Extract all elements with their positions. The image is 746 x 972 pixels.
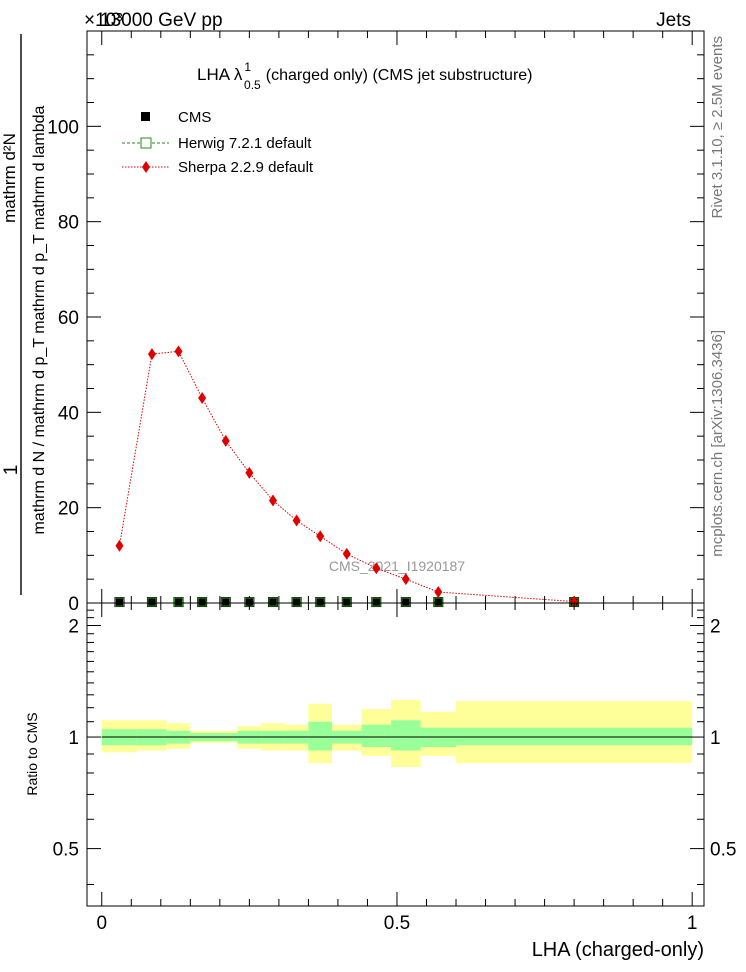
main-y-tick-label: 100: [47, 117, 79, 138]
sherpa-point: [570, 595, 579, 608]
cms-point: [291, 597, 302, 608]
herwig-point: [221, 597, 231, 607]
sherpa-point: [174, 345, 183, 358]
y-label-one: 1: [1, 465, 22, 476]
herwig-point: [114, 597, 124, 607]
legend-sherpa-label: Sherpa 2.2.9 default: [178, 159, 314, 176]
x-tick-label: 0: [96, 913, 107, 934]
herwig-point: [315, 597, 325, 607]
main-y-tick-labels: 0 20 40 60 80 100: [47, 117, 79, 615]
sherpa-point: [372, 562, 381, 575]
cms-point: [267, 597, 278, 608]
x-axis-label: LHA (charged-only): [532, 939, 704, 961]
legend-herwig-marker: [140, 137, 152, 149]
herwig-point: [268, 597, 278, 607]
sherpa-point: [245, 466, 254, 479]
y-label-numerator: mathrm d²N: [0, 133, 19, 223]
mcplots-label: mcplots.cern.ch [arXiv:1306.3436]: [709, 330, 726, 557]
sherpa-point: [342, 547, 351, 560]
cms-point: [400, 597, 411, 608]
main-y-label: 1 mathrm d²N mathrm d N / mathrm d p_T m…: [0, 34, 48, 595]
cms-point: [341, 597, 352, 608]
ratio-y-tick-label: 1: [68, 728, 79, 749]
sherpa-point: [401, 573, 410, 586]
ratio-y-tick-label: 2: [68, 616, 79, 637]
ratio-y-tick-label-right: 0.5: [710, 840, 736, 861]
chart-title-rest: (charged only) (CMS jet substructure): [266, 67, 533, 84]
sherpa-point: [147, 348, 156, 361]
sherpa-point: [268, 494, 277, 507]
ratio-bands: [101, 699, 693, 768]
x-tick-label: 1: [687, 913, 698, 934]
sherpa-point: [221, 434, 230, 447]
x-tick-label: 0.5: [384, 913, 410, 934]
main-series: [114, 345, 580, 608]
legend-sherpa-marker: [142, 161, 150, 173]
sherpa-point: [198, 392, 207, 405]
herwig-point: [342, 597, 352, 607]
herwig-point: [197, 597, 207, 607]
main-y-tick-label: 0: [68, 594, 79, 615]
herwig-point: [292, 597, 302, 607]
cms-point: [197, 597, 208, 608]
chart-title: LHA λ 1 0.5 (charged only) (CMS jet substru…: [197, 60, 533, 92]
sherpa-point: [115, 539, 124, 552]
chart-title-sub: 0.5: [244, 78, 261, 92]
ratio-panel: 0.5 0.51 12 2 0 0.5 1 Ratio to CMS LHA (charg…: [24, 602, 737, 961]
y-exponent: ×10³: [84, 10, 123, 31]
legend-cms-label: CMS: [178, 109, 211, 126]
ratio-y-tick-label-right: 1: [710, 728, 721, 749]
ratio-band-inner: [456, 727, 693, 746]
main-y-tick-label: 40: [58, 403, 79, 424]
ratio-axis-ticks: [87, 603, 704, 906]
ratio-y-label: Ratio to CMS: [24, 712, 40, 795]
ratio-band-inner: [361, 724, 392, 748]
cms-point: [371, 597, 382, 608]
ratio-y-tick-label-right: 2: [710, 616, 721, 637]
cms-point: [173, 597, 184, 608]
herwig-point: [371, 597, 381, 607]
header-left: 13000 GeV pp: [100, 10, 223, 31]
main-y-tick-label: 60: [58, 308, 79, 329]
legend-herwig-label: Herwig 7.2.1 default: [178, 135, 312, 152]
ratio-band-inner: [391, 720, 421, 751]
ratio-y-tick-label: 0.5: [53, 840, 79, 861]
main-y-tick-label: 20: [58, 499, 79, 520]
legend: CMS Herwig 7.2.1 default Sherpa 2.2.9 de…: [122, 109, 314, 176]
main-y-tick-label: 80: [58, 213, 79, 234]
sherpa-point: [434, 586, 443, 599]
legend-cms-marker: [141, 112, 150, 121]
chart-title-sup: 1: [244, 60, 251, 74]
ratio-band-inner: [308, 721, 333, 751]
herwig-point: [401, 597, 411, 607]
header-right: Jets: [656, 10, 691, 31]
chart-title-main: LHA λ: [197, 65, 243, 84]
sherpa-point: [316, 530, 325, 543]
y-label-denominator: mathrm d N / mathrm d p_T mathrm d p_T m…: [31, 105, 48, 534]
cms-point: [244, 597, 255, 608]
cms-point: [433, 597, 444, 608]
ratio-y-tick-labels: 0.5 0.5 1 1 2 2: [53, 616, 737, 860]
cms-point: [220, 597, 231, 608]
cms-point: [315, 597, 326, 608]
cms-point: [114, 597, 125, 608]
herwig-point: [174, 597, 184, 607]
herwig-point: [433, 597, 443, 607]
ratio-x-tick-labels: 0 0.5 1: [96, 913, 697, 934]
rivet-label: Rivet 3.1.10, ≥ 2.5M events: [709, 36, 726, 219]
herwig-point: [147, 597, 157, 607]
sherpa-point: [292, 514, 301, 527]
watermark: CMS_2021_I1920187: [329, 558, 465, 574]
cms-point: [146, 597, 157, 608]
